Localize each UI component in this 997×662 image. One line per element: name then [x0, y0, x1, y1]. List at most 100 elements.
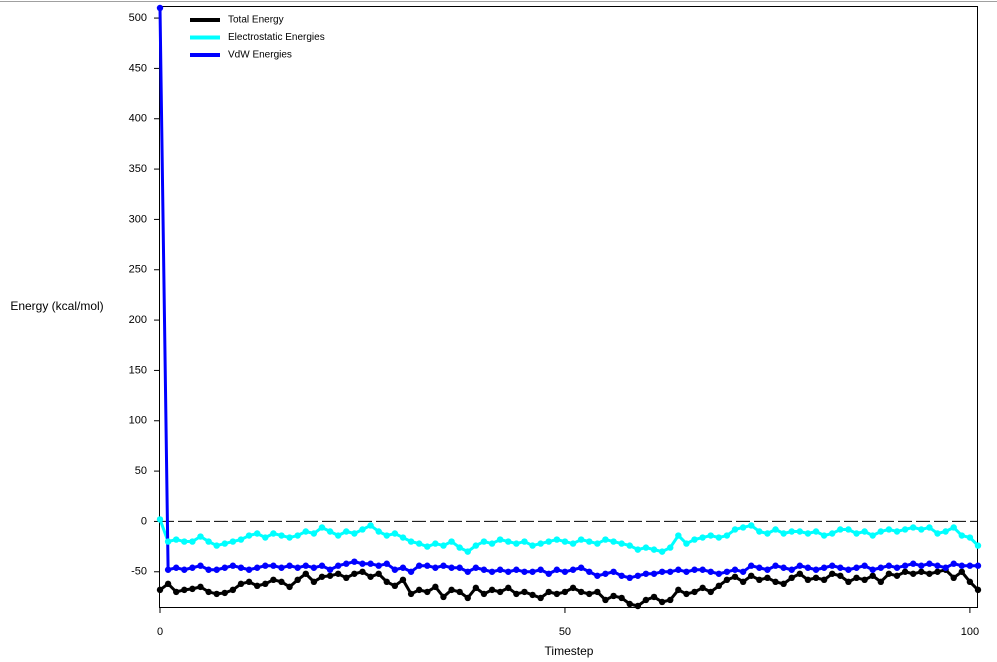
data-point [407, 538, 415, 545]
data-point [351, 558, 358, 565]
data-point [634, 546, 642, 553]
data-point [618, 594, 625, 602]
data-point [691, 566, 698, 573]
data-point [310, 530, 318, 537]
data-point [237, 564, 245, 571]
data-point [480, 590, 488, 598]
data-point [472, 564, 480, 571]
data-point [245, 578, 253, 586]
data-point [156, 516, 164, 523]
data-point [480, 538, 488, 545]
data-point [675, 566, 682, 573]
data-point [407, 568, 415, 575]
data-point [545, 570, 552, 577]
data-point [723, 576, 731, 584]
data-point [164, 566, 172, 573]
data-point [415, 562, 423, 569]
data-point [910, 570, 917, 577]
data-point [253, 530, 261, 537]
data-point [262, 534, 269, 541]
data-point [221, 564, 228, 571]
data-point [950, 560, 957, 567]
data-point [966, 534, 974, 541]
data-point [505, 584, 512, 592]
data-point [270, 530, 277, 537]
data-point [958, 532, 966, 539]
data-point [934, 568, 941, 575]
data-point [245, 532, 253, 539]
data-point [877, 578, 885, 586]
data-point [294, 532, 301, 539]
data-point [675, 532, 682, 539]
data-point [829, 530, 836, 537]
data-point [496, 566, 504, 573]
data-point [278, 564, 285, 571]
data-point [278, 532, 285, 539]
data-point [156, 4, 164, 12]
data-point [488, 568, 496, 575]
data-point [383, 532, 390, 539]
data-point [505, 538, 512, 545]
data-point [318, 524, 326, 531]
data-point [586, 568, 593, 575]
legend-label: Total Energy [228, 15, 284, 26]
data-point [820, 576, 828, 584]
data-point [302, 570, 309, 577]
data-point [869, 572, 876, 579]
data-point [391, 530, 399, 537]
data-point [399, 534, 407, 541]
data-point [804, 564, 812, 571]
data-point [804, 576, 812, 584]
data-point [496, 588, 504, 596]
data-point [618, 572, 625, 579]
data-point [432, 564, 439, 571]
data-point [853, 564, 860, 571]
data-point [391, 566, 399, 573]
data-point [788, 574, 795, 582]
data-point [326, 528, 334, 535]
y-tick-label: 400 [129, 113, 147, 125]
data-point [715, 534, 723, 541]
y-tick-label: 100 [129, 415, 147, 427]
data-point [351, 570, 358, 577]
plot-frame [159, 6, 978, 608]
data-point [942, 564, 949, 571]
data-point [205, 566, 212, 573]
data-point [780, 530, 787, 537]
data-point [739, 568, 747, 575]
y-tick-label: 0 [141, 515, 147, 527]
data-point [918, 526, 925, 533]
data-point [545, 538, 552, 545]
data-point [780, 580, 787, 588]
data-point [683, 568, 690, 575]
data-point [164, 580, 172, 588]
data-point [748, 562, 755, 569]
data-point [245, 566, 253, 573]
data-point [642, 570, 650, 577]
data-point [829, 562, 836, 569]
data-point [472, 542, 480, 549]
y-axis-label: Energy (kcal/mol) [10, 299, 103, 313]
data-point [464, 568, 471, 575]
data-point [432, 583, 439, 591]
data-point [253, 564, 261, 571]
data-point [812, 574, 820, 582]
data-point [359, 568, 366, 575]
data-point [164, 538, 172, 545]
data-point [974, 562, 982, 569]
data-point [399, 576, 407, 584]
data-point [748, 522, 755, 529]
data-point [456, 544, 463, 551]
data-point [375, 570, 382, 577]
data-point [262, 580, 269, 588]
data-point [496, 536, 504, 543]
data-point [885, 562, 893, 569]
data-point [488, 540, 496, 547]
data-point [302, 528, 309, 535]
data-point [748, 572, 755, 579]
data-point [893, 528, 901, 535]
data-point [626, 600, 633, 608]
data-point [577, 536, 585, 543]
data-point [586, 538, 593, 545]
data-point [229, 586, 237, 594]
